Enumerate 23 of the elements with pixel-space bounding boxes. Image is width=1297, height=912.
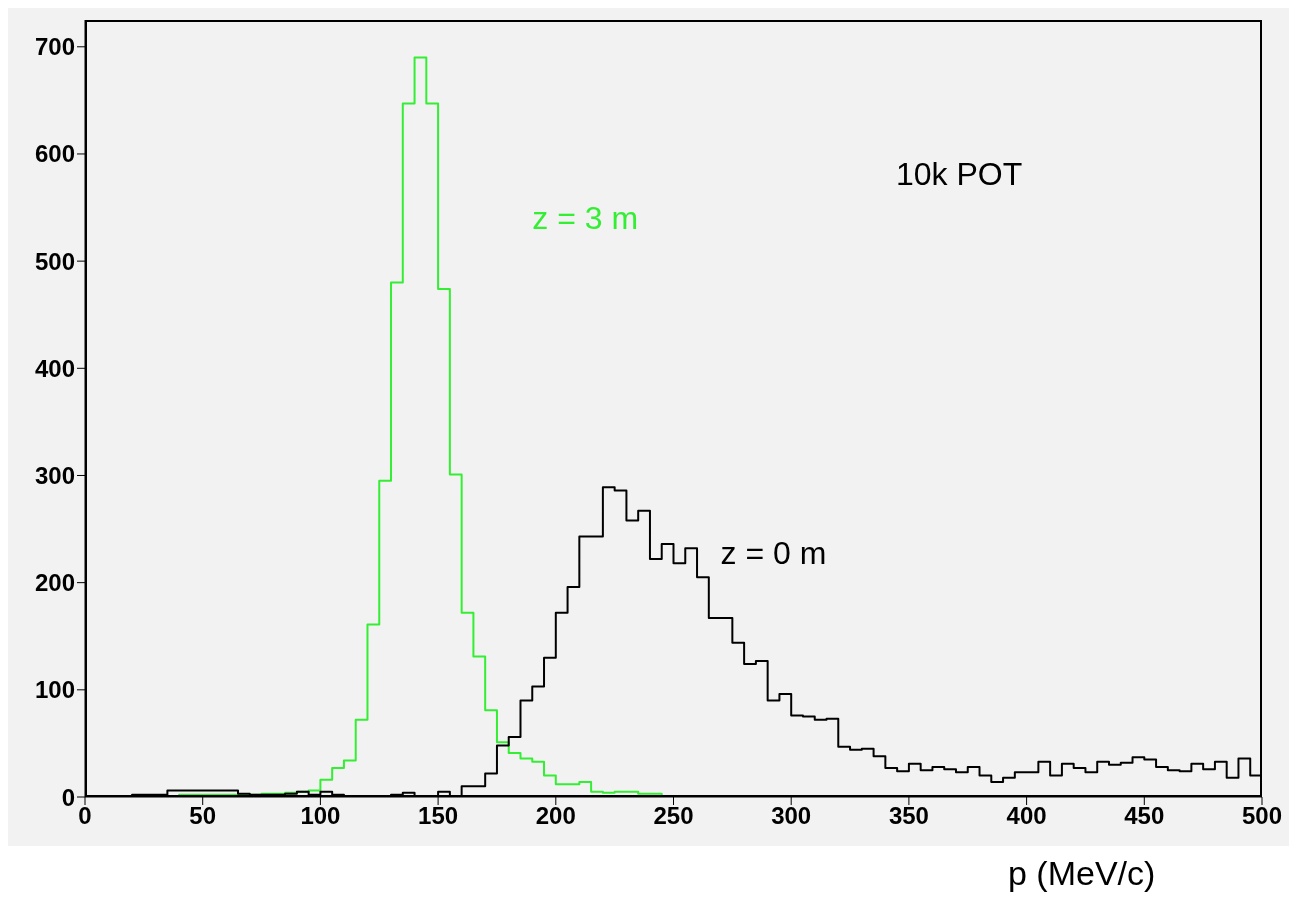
x-tick-label: 150 <box>418 802 459 830</box>
x-tick-label: 500 <box>1241 802 1283 830</box>
x-tick-label: 200 <box>535 802 576 830</box>
x-tick-label: 50 <box>189 802 217 830</box>
y-tick-label: 300 <box>34 462 75 489</box>
y-tick-label: 600 <box>34 140 75 168</box>
x-tick-label: 250 <box>653 802 694 830</box>
y-tick-label: 500 <box>34 247 75 275</box>
y-tick-label: 0 <box>61 783 75 811</box>
x-tick-label: 400 <box>1006 802 1047 830</box>
y-tick-label: 700 <box>34 33 75 61</box>
text: z = 3 m <box>532 199 639 236</box>
y-tick-label: 200 <box>34 569 75 597</box>
x-tick-label: 450 <box>1124 802 1165 830</box>
x-tick-label: 100 <box>300 802 341 830</box>
series-label: z = 0 m <box>720 534 827 571</box>
y-tick-label: 100 <box>34 676 75 704</box>
y-tick-label: 400 <box>34 354 75 382</box>
x-tick-label: 300 <box>771 802 812 830</box>
annotation: 10k POT <box>896 156 1023 193</box>
x-tick-label: 0 <box>78 802 92 830</box>
x-tick-label: 350 <box>888 802 929 830</box>
x-axis-title: p (MeV/c) <box>1008 854 1156 893</box>
